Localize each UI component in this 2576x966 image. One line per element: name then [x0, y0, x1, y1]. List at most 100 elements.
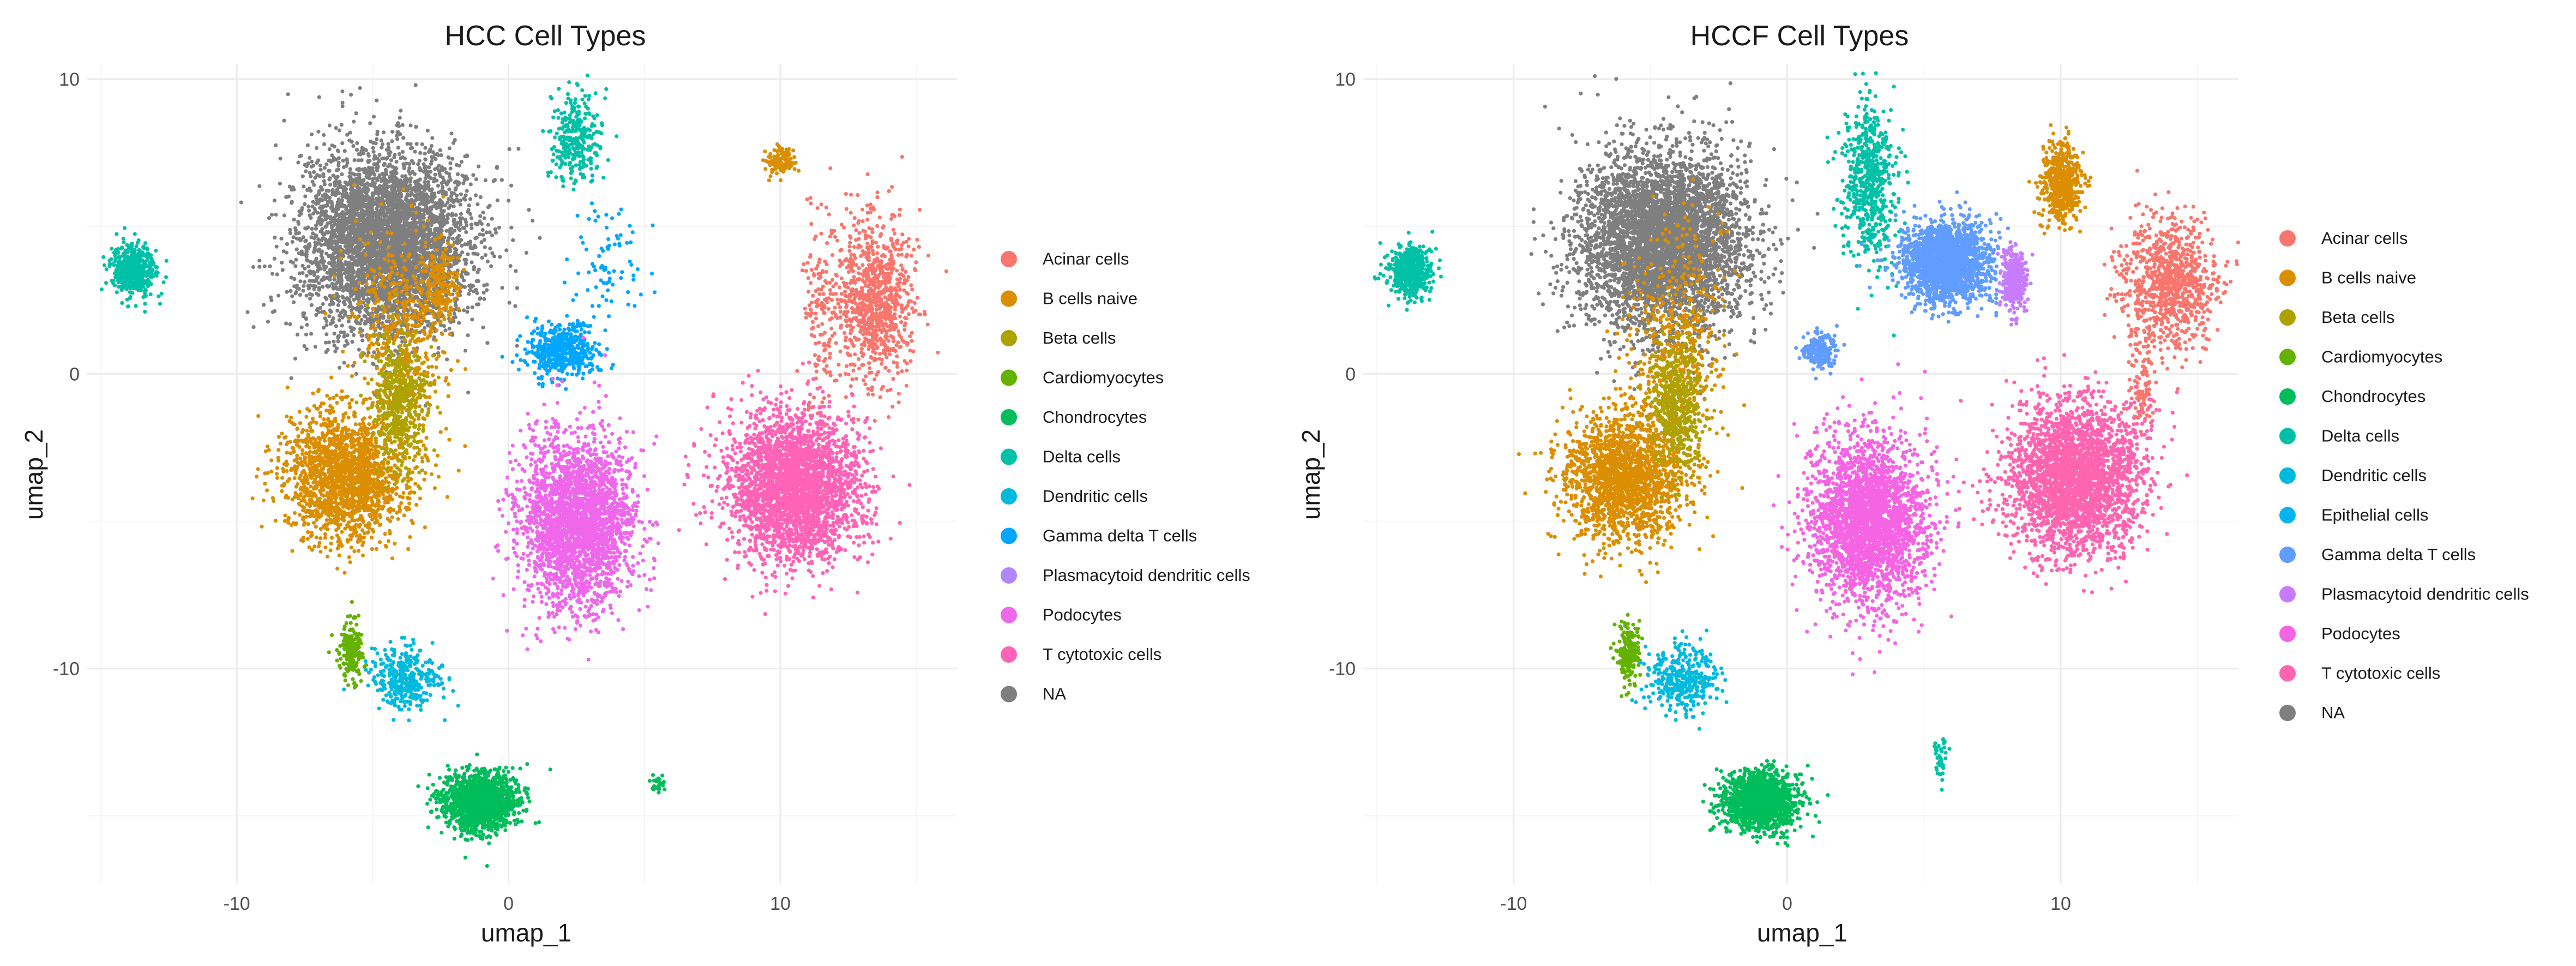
point-na: [391, 221, 395, 225]
point-na: [373, 154, 377, 159]
point-na: [357, 172, 362, 177]
point-b-cells-naive: [411, 470, 415, 475]
point-na: [434, 206, 439, 211]
point-na: [336, 156, 341, 160]
point-na: [459, 192, 464, 196]
point-na: [317, 216, 322, 220]
point-na: [402, 157, 407, 161]
point-na: [459, 274, 464, 279]
point-na: [430, 244, 435, 249]
point-na: [478, 195, 483, 199]
point-na: [336, 185, 341, 190]
point-na: [303, 226, 308, 231]
point-na: [471, 173, 476, 177]
point-na: [381, 130, 386, 135]
point-na: [321, 285, 325, 289]
point-na: [397, 183, 401, 188]
point-na: [300, 271, 305, 275]
point-na: [418, 177, 422, 182]
point-na: [347, 304, 352, 309]
point-b-cells-naive: [368, 522, 372, 527]
point-na: [399, 109, 403, 113]
point-na: [485, 288, 489, 292]
point-na: [357, 188, 361, 193]
point-b-cells-naive: [408, 535, 412, 539]
point-na: [357, 180, 361, 185]
point-na: [286, 92, 290, 97]
point-na: [375, 310, 380, 314]
point-na: [266, 320, 270, 324]
point-b-cells-naive: [383, 532, 387, 536]
point-na: [342, 309, 347, 314]
point-na: [334, 285, 338, 290]
point-na: [348, 187, 353, 191]
point-na: [471, 251, 476, 256]
point-na: [351, 144, 356, 148]
point-na: [324, 162, 329, 166]
point-na: [413, 221, 417, 226]
point-na: [339, 284, 344, 288]
point-na: [321, 175, 326, 179]
point-na: [404, 197, 408, 202]
point-na: [479, 221, 484, 226]
point-na: [299, 252, 304, 256]
point-na: [269, 295, 273, 299]
point-na: [336, 303, 341, 308]
point-na: [436, 153, 441, 158]
point-na: [341, 214, 346, 219]
point-na: [423, 235, 427, 239]
point-na: [420, 212, 425, 217]
point-na: [426, 236, 431, 241]
point-na: [296, 219, 300, 224]
point-na: [351, 363, 356, 368]
point-na: [460, 173, 465, 178]
point-na: [339, 330, 343, 334]
point-na: [380, 142, 385, 147]
point-na: [275, 272, 279, 277]
point-na: [302, 184, 306, 189]
point-na: [429, 161, 434, 166]
point-na: [377, 235, 382, 239]
point-na: [338, 265, 342, 269]
point-na: [477, 267, 481, 272]
point-na: [413, 198, 418, 202]
point-na: [464, 261, 468, 266]
point-na: [361, 209, 365, 213]
point-na: [393, 241, 397, 245]
point-b-cells-naive: [346, 415, 351, 420]
point-na: [345, 333, 350, 338]
point-na: [455, 172, 460, 176]
point-na: [499, 178, 504, 182]
point-na: [342, 185, 346, 189]
point-na: [470, 226, 474, 231]
point-na: [305, 258, 309, 262]
point-na: [291, 185, 295, 189]
point-b-cells-naive: [325, 393, 329, 398]
point-na: [410, 170, 415, 174]
point-na: [335, 200, 340, 205]
point-na: [416, 274, 421, 278]
point-na: [303, 194, 308, 199]
point-na: [347, 138, 352, 143]
point-na: [413, 189, 418, 194]
point-na: [486, 223, 490, 227]
point-na: [338, 365, 342, 370]
point-na: [342, 361, 346, 365]
point-na: [414, 206, 418, 211]
point-na: [458, 216, 462, 220]
point-na: [288, 227, 292, 232]
point-na: [462, 278, 466, 283]
point-na: [340, 104, 345, 109]
point-na: [363, 256, 367, 261]
point-na: [489, 264, 493, 268]
point-na: [301, 235, 306, 239]
point-na: [407, 162, 412, 166]
point-na: [327, 284, 332, 289]
point-na: [443, 328, 448, 333]
point-b-cells-naive: [261, 498, 266, 503]
point-na: [327, 261, 332, 266]
point-na: [470, 317, 474, 322]
point-na: [460, 250, 465, 255]
point-na: [473, 221, 478, 226]
